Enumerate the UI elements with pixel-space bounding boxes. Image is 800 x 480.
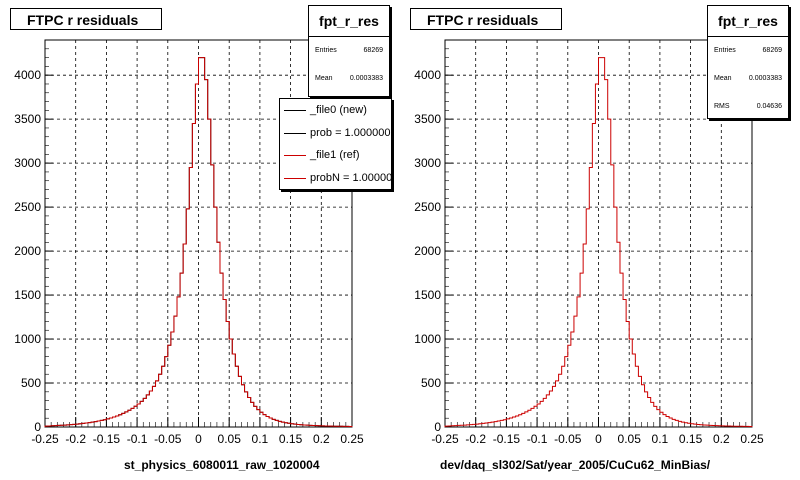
x-tick-label: -0.25 [431,432,459,446]
legend-swatch [284,110,306,111]
legend-label: _file1 (ref) [310,149,360,161]
x-tick-label: 0.25 [740,432,764,446]
y-tick-label: 3000 [14,156,41,170]
legend-swatch [284,132,306,134]
y-tick-label: 0 [34,420,41,434]
y-tick-label: 2500 [414,200,441,214]
stats-value: 0.0003383 [748,75,782,82]
y-tick-label: 1500 [414,288,441,302]
stats-label: Entries [714,47,736,54]
x-tick-label: 0.05 [218,432,242,446]
y-tick-label: 500 [421,376,441,390]
plot-title-left: FTPC r residuals [10,8,162,30]
y-tick-label: 1000 [414,332,441,346]
stats-value: 0.0003383 [349,75,383,82]
x-axis-label-left: st_physics_6080011_raw_1020004 [124,458,320,472]
legend-label: prob = 1.000000 [310,126,391,139]
x-axis-label-right: dev/daq_sl302/Sat/year_2005/CuCu62_MinBi… [440,458,711,472]
y-tick-label: 1000 [14,332,41,346]
y-tick-label: 3000 [414,156,441,170]
x-tick-label: -0.15 [493,432,521,446]
x-tick-label: -0.15 [93,432,121,446]
stats-name-left: fpt_r_res [309,6,389,37]
x-tick-label: 0.05 [618,432,642,446]
stats-row: Mean 0.0003383 [309,65,389,93]
x-tick-label: -0.1 [127,432,148,446]
histogram-series-1 [44,57,353,427]
x-tick-label: 0.1 [252,432,269,446]
x-tick-label: 0 [195,432,202,446]
x-tick-label: -0.05 [154,432,182,446]
stats-box-left: fpt_r_res Entries 68269 Mean 0.0003383 [308,5,390,97]
stats-value: 68269 [363,47,383,54]
stats-label: Mean [315,75,333,82]
y-tick-label: 2000 [414,244,441,258]
x-tick-label: 0.15 [679,432,703,446]
histogram-panel-right: 0 500 1000 1500 2000 2500 3000 3500 4000 -0.25 -0.… [414,39,764,446]
legend-swatch [284,155,306,156]
legend-label: probN = 1.000000 [310,171,392,184]
legend-entry: _file1 (ref) [280,144,391,167]
y-tick-label: 4000 [414,68,441,82]
stats-row: Entries 68269 [309,37,389,65]
stats-row: RMS 0.04636 [708,93,788,121]
stats-value: 0.04636 [756,103,782,110]
legend-swatch [284,177,306,179]
stats-row: Mean 0.0003383 [708,65,788,93]
stats-row: Entries 68269 [708,37,788,65]
x-tick-label: 0 [595,432,602,446]
x-tick-label: 0.1 [652,432,669,446]
stats-label: RMS [714,103,730,110]
legend-label: _file0 (new) [310,104,367,116]
stats-label: Entries [315,47,337,54]
y-tick-label: 500 [21,376,41,390]
legend-entry: probN = 1.000000 [280,167,391,190]
x-tick-label: -0.05 [554,432,582,446]
stats-box-right: fpt_r_res Entries 68269 Mean 0.0003383 R… [707,5,789,119]
plot-title-right: FTPC r residuals [410,8,562,30]
x-tick-label: 0.25 [340,432,364,446]
x-tick-label: 0.2 [313,432,330,446]
x-tick-label: 0.15 [279,432,303,446]
x-tick-label: -0.2 [465,432,486,446]
y-tick-label: 3500 [14,112,41,126]
y-tick-label: 4000 [14,68,41,82]
legend-left: _file0 (new) prob = 1.000000 _file1 (ref… [279,98,392,190]
x-tick-label: -0.25 [31,432,59,446]
y-tick-label: 2500 [14,200,41,214]
y-tick-label: 2000 [14,244,41,258]
legend-entry: prob = 1.000000 [280,122,391,145]
stats-name-right: fpt_r_res [708,6,788,37]
stats-label: Mean [714,75,732,82]
x-tick-label: -0.2 [65,432,86,446]
y-tick-label: 1500 [14,288,41,302]
legend-entry: _file0 (new) [280,99,391,122]
y-tick-label: 3500 [414,112,441,126]
stats-value: 68269 [762,47,782,54]
x-tick-label: 0.2 [713,432,730,446]
x-tick-label: -0.1 [527,432,548,446]
y-tick-label: 0 [434,420,441,434]
histogram-series-0 [444,57,753,427]
